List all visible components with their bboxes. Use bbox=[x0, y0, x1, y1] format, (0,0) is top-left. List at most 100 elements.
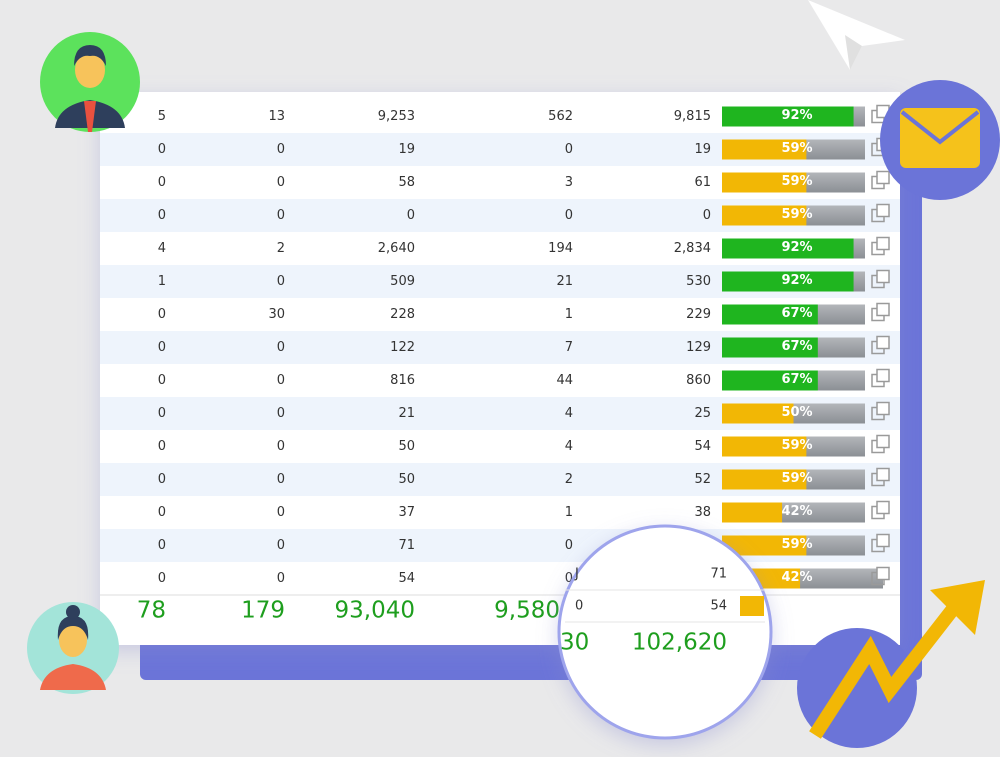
cell: 1 bbox=[565, 307, 573, 322]
cell: 2,640 bbox=[378, 241, 415, 256]
cell: 0 bbox=[277, 472, 285, 487]
progress-label: 59% bbox=[781, 174, 812, 189]
cell: 19 bbox=[398, 142, 415, 157]
open-icon bbox=[871, 335, 890, 355]
cell: 816 bbox=[390, 373, 415, 388]
open-icon bbox=[871, 203, 890, 223]
cell: 0 bbox=[565, 208, 573, 223]
cell: 562 bbox=[548, 109, 573, 124]
paper-plane bbox=[808, 0, 905, 70]
icon-box bbox=[876, 401, 890, 416]
progress-fill bbox=[722, 304, 818, 325]
progress-fill bbox=[722, 502, 783, 523]
progress-fill bbox=[722, 337, 818, 358]
open-icon bbox=[871, 467, 890, 487]
cell: 1 bbox=[565, 505, 573, 520]
progress-label: 50% bbox=[781, 405, 812, 420]
cell: 0 bbox=[277, 406, 285, 421]
open-icon bbox=[871, 269, 890, 289]
mag-bar bbox=[740, 596, 764, 616]
cell: 129 bbox=[686, 340, 711, 355]
icon-box bbox=[876, 467, 890, 482]
cell: 1 bbox=[158, 274, 166, 289]
cell: 0 bbox=[158, 340, 166, 355]
cell: 530 bbox=[686, 274, 711, 289]
cell: 0 bbox=[158, 373, 166, 388]
cell: 229 bbox=[686, 307, 711, 322]
cell: 860 bbox=[686, 373, 711, 388]
icon-box bbox=[876, 170, 890, 185]
open-icon bbox=[871, 236, 890, 256]
icon-box bbox=[876, 269, 890, 284]
woman-avatar bbox=[27, 602, 119, 694]
cell: 509 bbox=[390, 274, 415, 289]
icon-box bbox=[876, 566, 890, 581]
progress-fill bbox=[722, 370, 818, 391]
cell: 50 bbox=[398, 439, 415, 454]
cell: 2,834 bbox=[674, 241, 711, 256]
cell: 30 bbox=[268, 307, 285, 322]
progress-label: 59% bbox=[781, 207, 812, 222]
cell: 9,253 bbox=[378, 109, 415, 124]
cell: 21 bbox=[398, 406, 415, 421]
open-icon bbox=[871, 401, 890, 421]
progress-label: 59% bbox=[781, 438, 812, 453]
cell: 52 bbox=[694, 472, 711, 487]
progress-label: 67% bbox=[781, 372, 812, 387]
cell: 194 bbox=[548, 241, 573, 256]
open-icon bbox=[871, 170, 890, 190]
cell: 0 bbox=[277, 175, 285, 190]
cell: 0 bbox=[158, 505, 166, 520]
icon-box bbox=[876, 236, 890, 251]
progress-fill bbox=[722, 172, 807, 193]
cell: 2 bbox=[565, 472, 573, 487]
cell: 0 bbox=[277, 142, 285, 157]
cell: 13 bbox=[268, 109, 285, 124]
cell: 4 bbox=[565, 406, 573, 421]
mag-total: 30 bbox=[560, 630, 589, 656]
cell: 228 bbox=[390, 307, 415, 322]
cell: 0 bbox=[158, 472, 166, 487]
cell: 58 bbox=[398, 175, 415, 190]
cell: 0 bbox=[158, 406, 166, 421]
cell: 0 bbox=[277, 439, 285, 454]
cell: 5 bbox=[158, 109, 166, 124]
cell: 0 bbox=[565, 571, 573, 586]
open-icon bbox=[871, 368, 890, 388]
cell: 50 bbox=[398, 472, 415, 487]
icon-box bbox=[876, 302, 890, 317]
progress-label: 67% bbox=[781, 339, 812, 354]
man-avatar bbox=[40, 32, 140, 132]
mag-cell: 54 bbox=[710, 599, 727, 614]
open-icon bbox=[871, 533, 890, 553]
open-icon bbox=[871, 500, 890, 520]
cell: 0 bbox=[158, 175, 166, 190]
total-cell: 9,580 bbox=[494, 598, 560, 624]
cell: 0 bbox=[277, 505, 285, 520]
progress-fill bbox=[722, 238, 854, 259]
progress-label: 59% bbox=[781, 537, 812, 552]
cell: 25 bbox=[694, 406, 711, 421]
progress-label: 59% bbox=[781, 141, 812, 156]
icon-box bbox=[876, 434, 890, 449]
cell: 0 bbox=[277, 340, 285, 355]
cell: 2 bbox=[277, 241, 285, 256]
cell: 0 bbox=[277, 274, 285, 289]
cell: 44 bbox=[556, 373, 573, 388]
icon-box bbox=[876, 533, 890, 548]
cell: 71 bbox=[398, 538, 415, 553]
cell: 0 bbox=[158, 538, 166, 553]
total-cell: 179 bbox=[241, 598, 285, 624]
icon-box bbox=[876, 500, 890, 515]
open-icon bbox=[871, 434, 890, 454]
progress-fill bbox=[722, 436, 807, 457]
progress-fill bbox=[722, 271, 854, 292]
growth-icon bbox=[797, 580, 985, 748]
cell: 0 bbox=[277, 208, 285, 223]
cell: 38 bbox=[694, 505, 711, 520]
cell: 0 bbox=[158, 439, 166, 454]
total-cell: 93,040 bbox=[335, 598, 415, 624]
open-icon bbox=[871, 566, 890, 586]
cell: 0 bbox=[158, 142, 166, 157]
progress-fill bbox=[722, 403, 794, 424]
